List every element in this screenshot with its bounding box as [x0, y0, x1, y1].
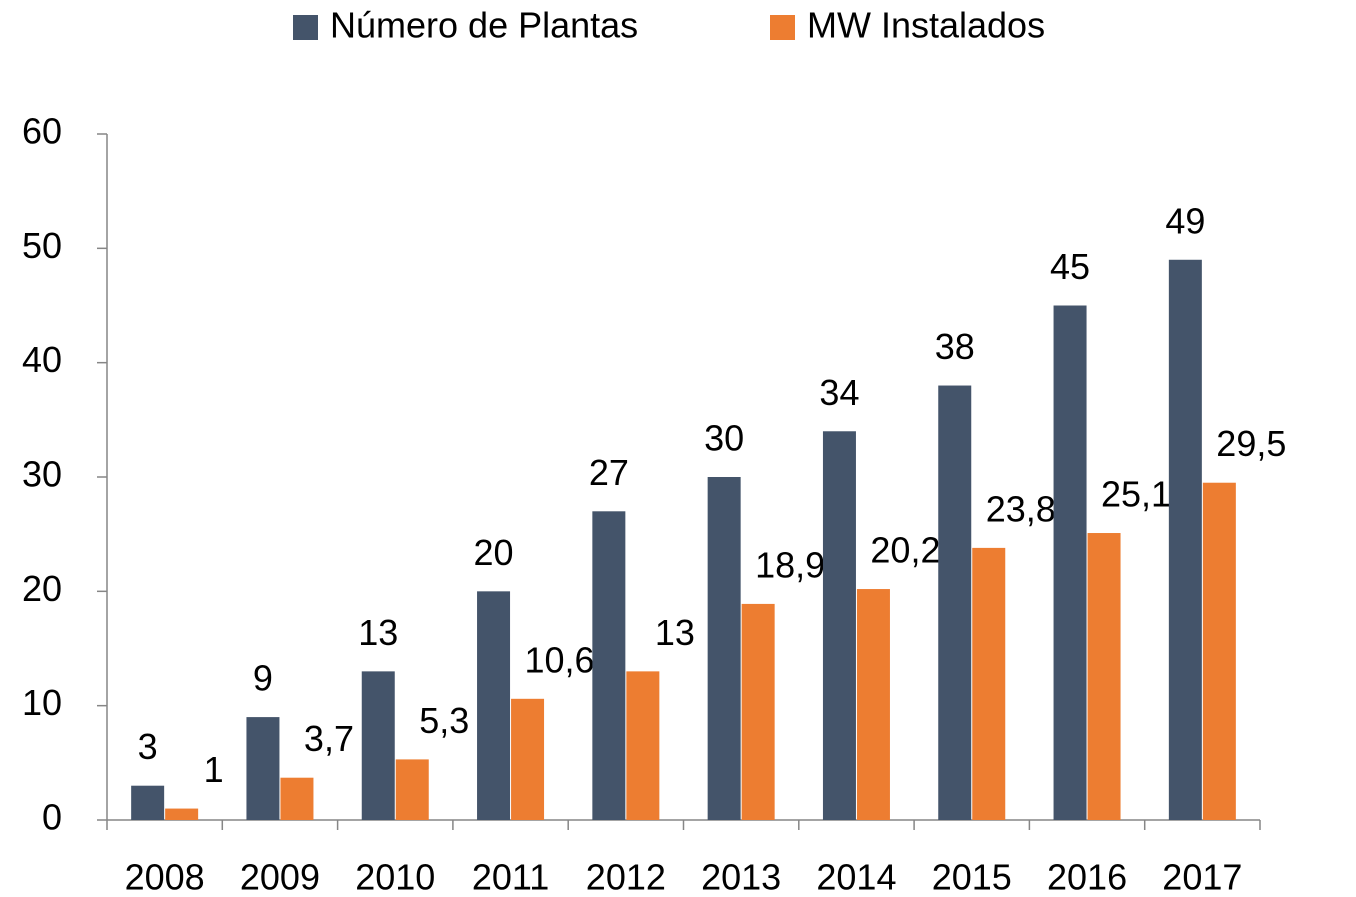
x-tick-label: 2013 [701, 857, 781, 897]
bar [822, 431, 856, 820]
bar [626, 671, 660, 820]
bar [707, 477, 741, 820]
bar [280, 777, 314, 820]
bar [395, 759, 429, 820]
data-label: 34 [819, 372, 859, 413]
data-label: 38 [935, 326, 975, 367]
data-label: 13 [358, 612, 398, 653]
bar [741, 603, 775, 820]
data-label: 30 [704, 418, 744, 459]
data-label: 20 [474, 532, 514, 573]
y-tick-label: 60 [22, 111, 62, 152]
bar [165, 808, 199, 820]
bar [511, 698, 545, 820]
data-label: 20,2 [870, 530, 940, 571]
bar [1087, 533, 1121, 820]
x-tick-label: 2008 [125, 857, 205, 897]
bar [592, 511, 626, 820]
bar [131, 785, 165, 820]
y-tick-label: 30 [22, 454, 62, 495]
data-label: 29,5 [1216, 423, 1286, 464]
legend-swatch [770, 15, 795, 40]
y-tick-label: 50 [22, 225, 62, 266]
legend-swatch [293, 15, 318, 40]
bar [1202, 482, 1236, 820]
data-label: 25,1 [1101, 474, 1171, 515]
bar [1053, 305, 1087, 820]
bar [856, 589, 890, 820]
x-tick-label: 2017 [1162, 857, 1242, 897]
bar [938, 385, 972, 820]
bar [246, 717, 280, 820]
x-tick-label: 2015 [932, 857, 1012, 897]
x-tick-label: 2012 [586, 857, 666, 897]
bar [361, 671, 395, 820]
data-label: 18,9 [755, 544, 825, 585]
bar [477, 591, 511, 820]
data-label: 49 [1165, 200, 1205, 241]
data-label: 27 [589, 452, 629, 493]
data-label: 3 [138, 726, 158, 767]
y-tick-label: 10 [22, 682, 62, 723]
legend: Número de Plantas MW Instalados [293, 5, 1045, 46]
legend-label: MW Instalados [807, 5, 1045, 46]
legend-label: Número de Plantas [330, 5, 638, 46]
y-tick-label: 0 [42, 797, 62, 838]
data-label: 9 [253, 658, 273, 699]
data-label: 45 [1050, 246, 1090, 287]
bar [972, 547, 1006, 820]
data-label: 10,6 [525, 639, 595, 680]
bar [1168, 259, 1202, 820]
x-tick-label: 2011 [472, 857, 549, 897]
data-label: 13 [655, 612, 695, 653]
x-tick-label: 2016 [1047, 857, 1127, 897]
x-tick-label: 2014 [816, 857, 896, 897]
y-tick-label: 20 [22, 568, 62, 609]
x-tick-label: 2009 [240, 857, 320, 897]
data-label: 5,3 [419, 700, 469, 741]
x-tick-label: 2010 [355, 857, 435, 897]
data-label: 3,7 [304, 718, 354, 759]
data-label: 23,8 [986, 488, 1056, 529]
y-tick-label: 40 [22, 339, 62, 380]
data-label: 1 [204, 749, 224, 790]
